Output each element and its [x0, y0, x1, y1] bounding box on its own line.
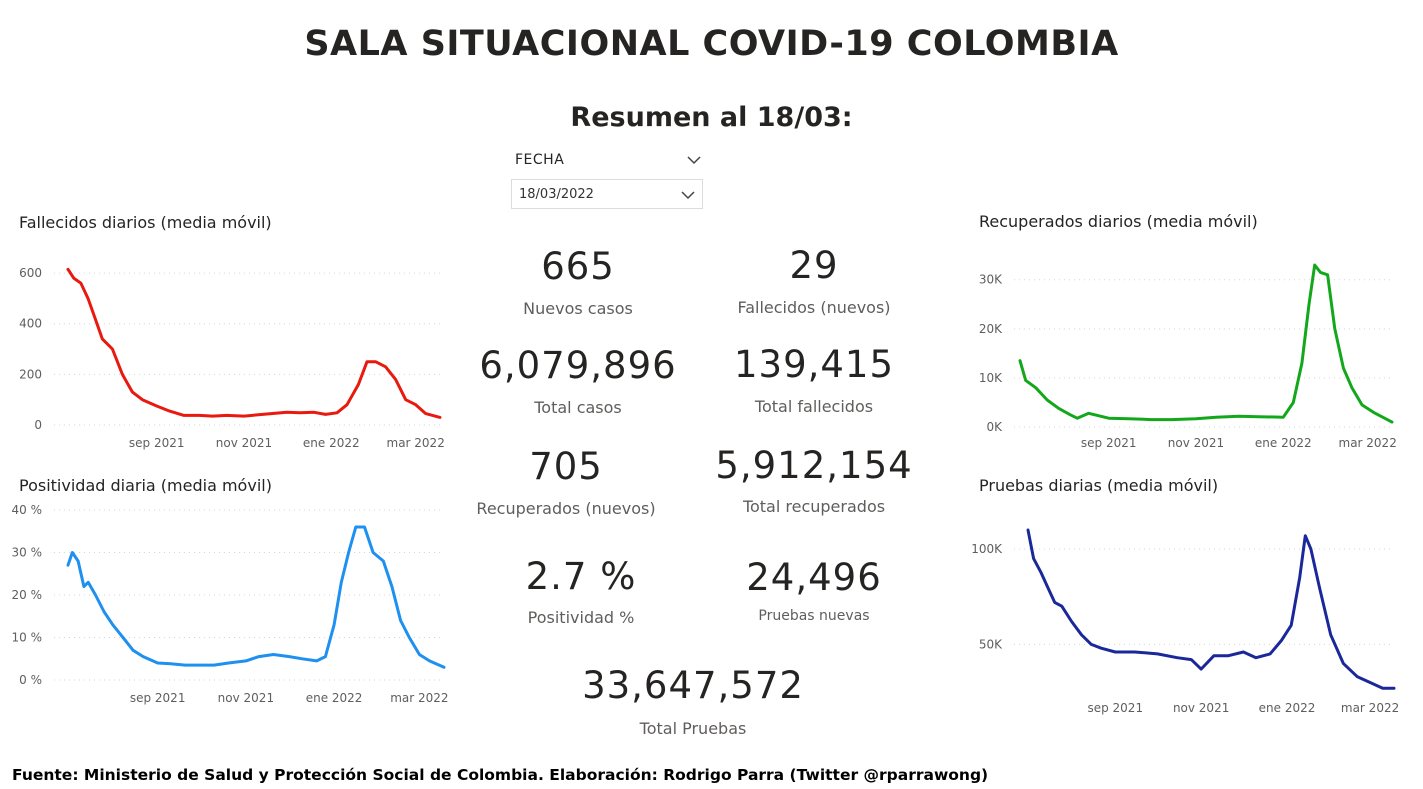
x-tick-label-recuperados-0: sep 2021 — [1081, 436, 1137, 450]
y-tick-label-recuperados-2: 20K — [979, 322, 1003, 336]
x-tick-label-positividad-3: mar 2022 — [390, 691, 448, 705]
x-tick-label-positividad-2: ene 2022 — [306, 691, 363, 705]
x-tick-label-fallecidos-2: ene 2022 — [303, 436, 360, 450]
pruebas-line-chart: 50K 100K sep 2021 nov 2021 ene 2022 mar 2022 — [971, 528, 1399, 715]
series-line-pruebas — [1026, 528, 1396, 690]
kpi-total-fallecidos-value: 139,415 — [733, 343, 894, 386]
y-tick-label-positividad-4: 40 % — [12, 503, 43, 517]
y-tick-label-positividad-0: 0 % — [19, 673, 42, 687]
y-tick-label-pruebas-1: 100K — [971, 542, 1003, 556]
y-tick-label-recuperados-0: 0K — [986, 420, 1003, 434]
kpi-pruebas-nuevas-value: 24,496 — [746, 556, 882, 599]
kpi-positividad-label: Positividad % — [527, 608, 635, 627]
slicer-label: FECHA — [515, 152, 565, 168]
series-line-positividad — [66, 525, 446, 669]
date-dropdown-value: 18/03/2022 — [519, 187, 594, 202]
chart-title-recuperados: Recuperados diarios (media móvil) — [979, 212, 1258, 231]
y-tick-label-recuperados-1: 10K — [979, 371, 1003, 385]
x-tick-label-recuperados-3: mar 2022 — [1339, 436, 1397, 450]
x-tick-label-fallecidos-0: sep 2021 — [129, 436, 185, 450]
y-tick-label-positividad-2: 20 % — [12, 588, 43, 602]
series-line-fallecidos — [66, 267, 442, 419]
y-tick-label-positividad-3: 30 % — [12, 546, 43, 560]
x-tick-label-positividad-0: sep 2021 — [130, 691, 186, 705]
fallecidos-line-chart: 0 200 400 600 sep 2021 nov 2021 ene 2022 mar 20… — [19, 266, 445, 450]
kpi-total-pruebas-value: 33,647,572 — [582, 664, 804, 707]
kpi-total-recuperados-value: 5,912,154 — [715, 444, 913, 487]
x-tick-label-fallecidos-1: nov 2021 — [216, 436, 272, 450]
x-tick-label-pruebas-2: ene 2022 — [1259, 701, 1316, 715]
y-tick-label-recuperados-3: 30K — [979, 273, 1003, 287]
kpi-total-casos-value: 6,079,896 — [479, 344, 677, 387]
kpi-total-casos-label: Total casos — [534, 398, 622, 417]
kpi-pruebas-nuevas-label: Pruebas nuevas — [758, 608, 870, 624]
kpi-recuperados-nuevos-value: 705 — [529, 445, 603, 488]
chart-title-fallecidos: Fallecidos diarios (media móvil) — [19, 213, 272, 232]
y-tick-label-positividad-1: 10 % — [12, 631, 43, 645]
x-tick-label-recuperados-2: ene 2022 — [1255, 436, 1312, 450]
date-dropdown[interactable]: 18/03/2022 — [511, 179, 703, 209]
x-tick-label-fallecidos-3: mar 2022 — [387, 436, 445, 450]
kpi-positividad-value: 2.7 % — [525, 555, 637, 598]
chart-title-positividad: Positividad diaria (media móvil) — [19, 476, 272, 495]
series-line-recuperados — [1018, 263, 1394, 424]
y-tick-label-fallecidos-0: 0 — [34, 418, 42, 432]
kpi-nuevos-casos-label: Nuevos casos — [523, 299, 633, 318]
y-tick-label-fallecidos-2: 400 — [19, 317, 42, 331]
x-tick-label-positividad-1: nov 2021 — [218, 691, 274, 705]
y-tick-label-fallecidos-3: 600 — [19, 266, 42, 280]
kpi-total-pruebas-label: Total Pruebas — [639, 719, 747, 738]
chevron-down-icon[interactable] — [686, 152, 702, 168]
source-footer: Fuente: Ministerio de Salud y Protección… — [12, 766, 989, 784]
kpi-recuperados-nuevos-label: Recuperados (nuevos) — [476, 499, 656, 518]
x-tick-label-pruebas-1: nov 2021 — [1173, 701, 1229, 715]
summary-subtitle: Resumen al 18/03: — [570, 102, 853, 133]
chevron-down-icon — [681, 191, 695, 200]
y-tick-label-pruebas-0: 50K — [979, 637, 1003, 651]
recuperados-line-chart: 0K 10K 20K 30K sep 2021 nov 2021 ene 2022 mar 2… — [979, 263, 1397, 450]
kpi-total-recuperados-label: Total recuperados — [742, 497, 886, 516]
kpi-nuevos-casos-value: 665 — [541, 245, 615, 288]
chart-title-pruebas: Pruebas diarias (media móvil) — [979, 476, 1219, 495]
x-tick-label-pruebas-0: sep 2021 — [1087, 701, 1143, 715]
y-tick-label-fallecidos-1: 200 — [19, 367, 42, 381]
x-tick-label-pruebas-3: mar 2022 — [1341, 701, 1399, 715]
kpi-fallecidos-nuevos-value: 29 — [789, 244, 839, 287]
positividad-line-chart: 0 % 10 % 20 % 30 % 40 % sep 2021 nov 2021 ene 2… — [12, 503, 449, 705]
x-tick-label-recuperados-1: nov 2021 — [1168, 436, 1224, 450]
kpi-fallecidos-nuevos-label: Fallecidos (nuevos) — [737, 298, 891, 317]
kpi-total-fallecidos-label: Total fallecidos — [754, 397, 874, 416]
page-title: SALA SITUACIONAL COVID-19 COLOMBIA — [304, 24, 1119, 64]
